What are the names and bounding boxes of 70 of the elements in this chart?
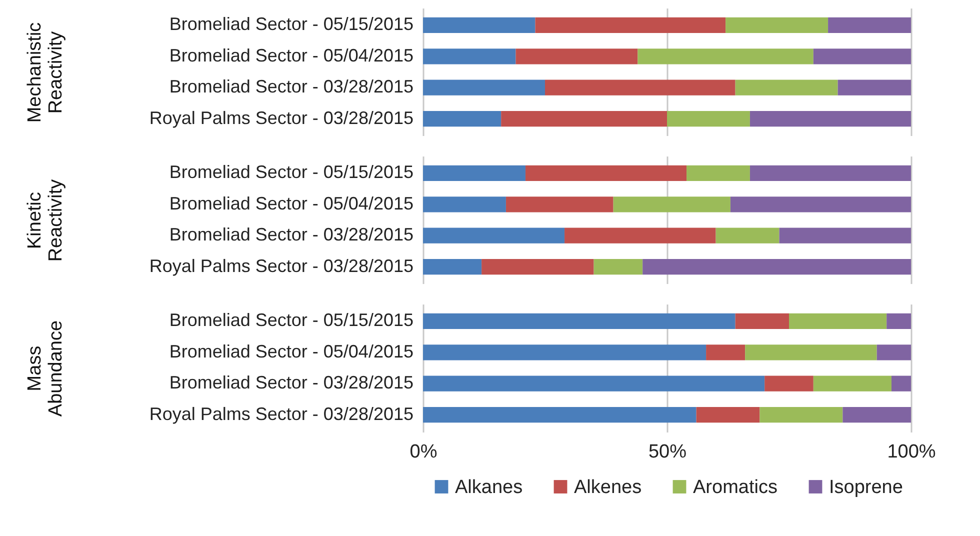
bar [838, 80, 911, 96]
bar [764, 376, 814, 392]
bar [726, 17, 828, 33]
bar [735, 80, 838, 96]
bar [423, 165, 526, 181]
bar [745, 344, 877, 360]
y-tick-label: Bromeliad Sector - 03/28/2015 [169, 76, 414, 97]
bar [638, 48, 814, 64]
y-tick-label: Bromeliad Sector - 03/28/2015 [169, 224, 414, 245]
x-tick-label: 50% [648, 442, 687, 462]
x-tick-label: 100% [887, 442, 936, 462]
bar [886, 313, 911, 329]
y-axis-title: Mechanistic Reactivity [24, 22, 66, 123]
y-tick-label: Royal Palms Sector - 03/28/2015 [149, 108, 414, 128]
legend-label: Alkanes [455, 476, 523, 498]
bar [423, 17, 536, 33]
y-axis-title: Mass Abundance [24, 320, 66, 417]
y-tick-label: Royal Palms Sector - 03/28/2015 [149, 256, 414, 276]
bar [525, 165, 687, 181]
y-tick-label: Bromeliad Sector - 05/04/2015 [169, 45, 414, 66]
bar [813, 48, 911, 64]
bar [423, 407, 696, 423]
y-tick-label: Bromeliad Sector - 03/28/2015 [169, 372, 414, 393]
bar [423, 376, 765, 392]
bar [696, 407, 760, 423]
bar [423, 111, 502, 127]
bar [564, 228, 716, 244]
y-tick-label: Bromeliad Sector - 05/15/2015 [169, 14, 414, 34]
bar [423, 259, 482, 275]
bar [423, 344, 706, 360]
legend-label: Aromatics [693, 476, 778, 498]
bar [891, 376, 911, 392]
bar [423, 228, 565, 244]
bar [506, 196, 614, 212]
bar [828, 17, 911, 33]
bar [686, 165, 750, 181]
x-tick-label: 0% [410, 442, 438, 462]
bar [642, 259, 911, 275]
legend-label: Alkenes [574, 476, 642, 498]
bar [667, 111, 750, 127]
bar [545, 80, 736, 96]
bar [750, 111, 911, 127]
bar [423, 313, 736, 329]
bar [760, 407, 843, 423]
y-tick-label: Bromeliad Sector - 05/15/2015 [169, 162, 414, 182]
bar [813, 376, 892, 392]
bar [750, 165, 911, 181]
bar [482, 259, 594, 275]
bar [706, 344, 746, 360]
bar [423, 196, 506, 212]
bar [730, 196, 911, 212]
bar [876, 344, 911, 360]
bar [423, 80, 545, 96]
bar [516, 48, 638, 64]
y-tick-label: Bromeliad Sector - 05/04/2015 [169, 193, 414, 214]
bar [535, 17, 726, 33]
bar [613, 196, 730, 212]
legend-label: Isoprene [829, 476, 903, 498]
y-tick-label: Bromeliad Sector - 05/04/2015 [169, 341, 414, 362]
y-axis-title: Kinetic Reactivity [24, 178, 66, 262]
bar [779, 228, 911, 244]
bar [501, 111, 667, 127]
y-tick-label: Royal Palms Sector - 03/28/2015 [149, 404, 414, 424]
bar [594, 259, 643, 275]
bar [423, 48, 516, 64]
bar [789, 313, 887, 329]
bar [735, 313, 789, 329]
y-tick-label: Bromeliad Sector - 05/15/2015 [169, 310, 414, 330]
bar [716, 228, 780, 244]
bar [842, 407, 911, 423]
